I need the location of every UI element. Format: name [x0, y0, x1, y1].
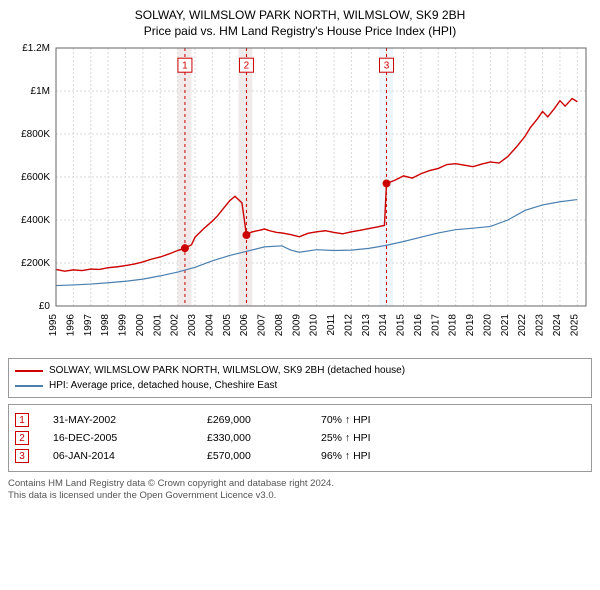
svg-text:2007: 2007 [257, 314, 268, 337]
svg-text:1999: 1999 [118, 314, 129, 337]
svg-text:2010: 2010 [309, 314, 320, 337]
svg-text:£800K: £800K [21, 129, 50, 140]
svg-text:2009: 2009 [291, 314, 302, 337]
chart-title-block: SOLWAY, WILMSLOW PARK NORTH, WILMSLOW, S… [8, 8, 592, 38]
chart-container: SOLWAY, WILMSLOW PARK NORTH, WILMSLOW, S… [8, 8, 592, 503]
svg-text:2013: 2013 [361, 314, 372, 337]
svg-text:2001: 2001 [152, 314, 163, 337]
plot-area: £0 £200K £400K £600K £800K £1M £1.2M 1995 1996 19… [8, 42, 592, 352]
event-row: 1 31-MAY-2002 £269,000 70% ↑ HPI [15, 411, 585, 429]
svg-text:2012: 2012 [343, 314, 354, 337]
svg-text:2002: 2002 [170, 314, 181, 337]
svg-text:£600K: £600K [21, 172, 50, 183]
event-percent: 25% ↑ HPI [321, 432, 421, 444]
svg-text:2021: 2021 [500, 314, 511, 337]
event-percent: 70% ↑ HPI [321, 414, 421, 426]
event-row: 3 06-JAN-2014 £570,000 96% ↑ HPI [15, 447, 585, 465]
svg-text:£1.2M: £1.2M [22, 43, 50, 54]
event-row: 2 16-DEC-2005 £330,000 25% ↑ HPI [15, 429, 585, 447]
svg-text:2003: 2003 [187, 314, 198, 337]
footer-note: Contains HM Land Registry data © Crown c… [8, 478, 592, 503]
footer-line-2: This data is licensed under the Open Gov… [8, 490, 592, 502]
svg-text:2000: 2000 [135, 314, 146, 337]
legend-swatch [15, 370, 43, 372]
svg-text:2017: 2017 [430, 314, 441, 337]
svg-text:2016: 2016 [413, 314, 424, 337]
event-date: 06-JAN-2014 [53, 450, 183, 462]
legend-row: SOLWAY, WILMSLOW PARK NORTH, WILMSLOW, S… [15, 363, 585, 378]
event-price: £330,000 [207, 432, 297, 444]
svg-text:2014: 2014 [378, 314, 389, 337]
svg-text:2022: 2022 [517, 314, 528, 337]
svg-text:1997: 1997 [83, 314, 94, 337]
legend: SOLWAY, WILMSLOW PARK NORTH, WILMSLOW, S… [8, 358, 592, 398]
svg-text:2025: 2025 [569, 314, 580, 337]
svg-text:2018: 2018 [448, 314, 459, 337]
event-price: £269,000 [207, 414, 297, 426]
chart-svg: £0 £200K £400K £600K £800K £1M £1.2M 1995 1996 19… [8, 42, 592, 352]
legend-label: SOLWAY, WILMSLOW PARK NORTH, WILMSLOW, S… [49, 363, 405, 378]
svg-text:£1M: £1M [31, 86, 50, 97]
svg-text:2024: 2024 [552, 314, 563, 337]
svg-text:£400K: £400K [21, 215, 50, 226]
svg-text:1995: 1995 [48, 314, 59, 337]
svg-text:2: 2 [244, 61, 250, 72]
svg-text:1998: 1998 [100, 314, 111, 337]
event-price: £570,000 [207, 450, 297, 462]
svg-text:2004: 2004 [204, 314, 215, 337]
events-table: 1 31-MAY-2002 £269,000 70% ↑ HPI 2 16-DEC-200… [8, 404, 592, 472]
svg-text:2006: 2006 [239, 314, 250, 337]
svg-text:3: 3 [384, 61, 390, 72]
svg-text:2005: 2005 [222, 314, 233, 337]
svg-text:2020: 2020 [482, 314, 493, 337]
legend-label: HPI: Average price, detached house, Ches… [49, 378, 277, 393]
event-number-badge: 1 [15, 413, 29, 427]
title-line-2: Price paid vs. HM Land Registry's House … [8, 24, 592, 38]
svg-text:2008: 2008 [274, 314, 285, 337]
footer-line-1: Contains HM Land Registry data © Crown c… [8, 478, 592, 490]
event-number-badge: 3 [15, 449, 29, 463]
svg-text:2023: 2023 [535, 314, 546, 337]
event-number-badge: 2 [15, 431, 29, 445]
event-date: 31-MAY-2002 [53, 414, 183, 426]
event-percent: 96% ↑ HPI [321, 450, 421, 462]
svg-text:2011: 2011 [326, 314, 337, 336]
svg-text:1: 1 [182, 61, 188, 72]
title-line-1: SOLWAY, WILMSLOW PARK NORTH, WILMSLOW, S… [8, 8, 592, 22]
svg-text:£0: £0 [39, 301, 51, 312]
event-date: 16-DEC-2005 [53, 432, 183, 444]
svg-text:2019: 2019 [465, 314, 476, 337]
svg-text:1996: 1996 [65, 314, 76, 337]
svg-text:2015: 2015 [396, 314, 407, 337]
legend-row: HPI: Average price, detached house, Ches… [15, 378, 585, 393]
svg-text:£200K: £200K [21, 258, 50, 269]
legend-swatch [15, 385, 43, 387]
